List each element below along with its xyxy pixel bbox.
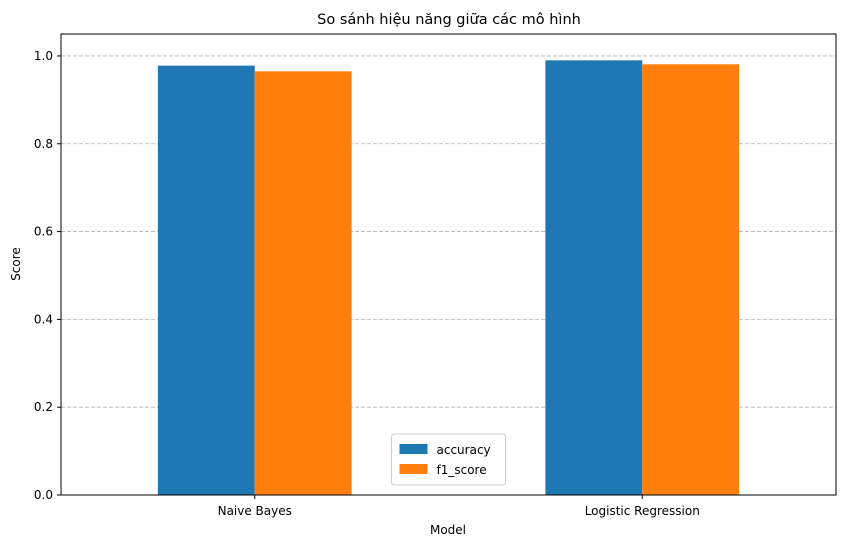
y-axis-label: Score bbox=[9, 247, 23, 281]
legend-swatch-f1_score bbox=[399, 464, 428, 474]
x-tick-label: Naive Bayes bbox=[218, 504, 292, 518]
legend-label-accuracy: accuracy bbox=[437, 443, 491, 457]
bar-f1_score bbox=[642, 64, 740, 496]
x-axis: Naive Bayes Logistic Regression bbox=[218, 495, 700, 518]
bar-accuracy bbox=[157, 65, 255, 496]
x-tick-label: Logistic Regression bbox=[585, 504, 700, 518]
y-tick-label: 0.8 bbox=[34, 137, 53, 151]
bar-f1_score bbox=[254, 71, 352, 496]
chart-title: So sánh hiệu năng giữa các mô hình bbox=[317, 12, 581, 28]
x-axis-label: Model bbox=[430, 523, 466, 537]
y-tick-label: 0.0 bbox=[34, 488, 53, 502]
plot-frame bbox=[60, 33, 837, 496]
y-tick-label: 0.4 bbox=[34, 312, 53, 326]
y-axis: 0.0 0.2 0.4 0.6 0.8 1.0 bbox=[34, 49, 61, 502]
y-tick-label: 0.6 bbox=[34, 225, 53, 239]
legend-box bbox=[391, 433, 506, 486]
legend-swatch-accuracy bbox=[399, 444, 428, 454]
bar-accuracy bbox=[545, 60, 643, 495]
legend-label-f1_score: f1_score bbox=[437, 463, 487, 477]
bars-group bbox=[157, 60, 740, 496]
y-tick-label: 1.0 bbox=[34, 49, 53, 63]
y-tick-label: 0.2 bbox=[34, 400, 53, 414]
legend: accuracy f1_score bbox=[391, 433, 506, 486]
